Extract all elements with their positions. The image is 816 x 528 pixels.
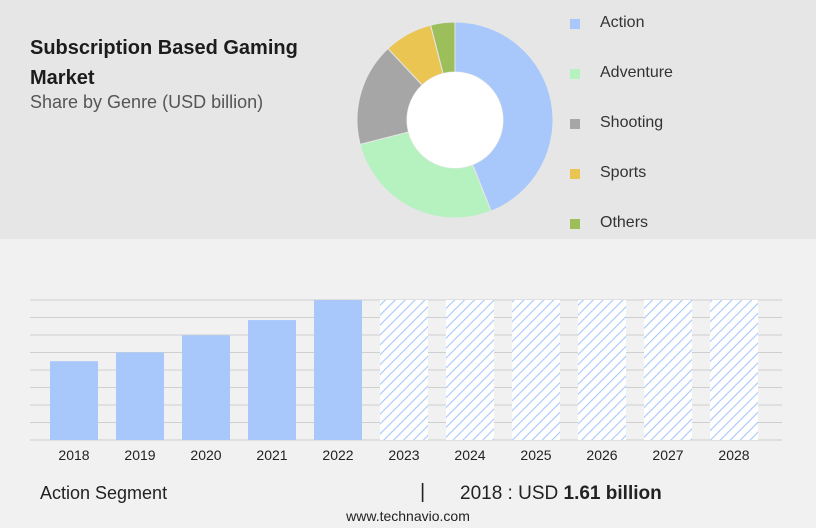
x-tick-label: 2018	[58, 447, 89, 463]
stat-value: 1.61 billion	[563, 483, 662, 504]
legend-item-action: Action	[570, 10, 673, 60]
legend: Action Adventure Shooting Sports Others	[570, 10, 673, 260]
donut-hole	[407, 72, 503, 168]
x-tick-label: 2026	[586, 447, 617, 463]
stat-prefix: 2018 : USD	[460, 483, 559, 504]
x-tick-label: 2021	[256, 447, 287, 463]
legend-swatch	[570, 219, 580, 229]
legend-swatch	[570, 69, 580, 79]
legend-label: Others	[600, 214, 649, 231]
x-tick-label: 2024	[454, 447, 485, 463]
bar-2022	[314, 300, 362, 440]
x-tick-label: 2022	[322, 447, 353, 463]
donut-chart	[356, 21, 554, 219]
legend-swatch	[570, 169, 580, 179]
footer-divider: |	[420, 481, 426, 503]
legend-swatch	[570, 19, 580, 29]
legend-item-sports: Sports	[570, 160, 673, 210]
source-url[interactable]: www.technavio.com	[346, 508, 470, 524]
x-tick-label: 2020	[190, 447, 221, 463]
bar-chart: 2018 2019 2020 2021 2022 2023 2024 2025 2026 2027…	[30, 299, 782, 463]
x-tick-label: 2019	[124, 447, 155, 463]
legend-label: Action	[600, 14, 645, 31]
legend-label: Adventure	[600, 64, 673, 81]
segment-stat: 2018 : USD 1.61 billion	[460, 483, 662, 505]
forecast-bar-2028	[710, 300, 758, 440]
bar-2018	[50, 361, 98, 440]
legend-item-shooting: Shooting	[570, 110, 673, 160]
forecast-bar-2023	[380, 300, 428, 440]
forecast-bar-2026	[578, 300, 626, 440]
bar-2020	[182, 335, 230, 440]
x-tick-label: 2027	[652, 447, 683, 463]
chart-title: Subscription Based Gaming Market	[30, 37, 298, 89]
forecast-bar-2027	[644, 300, 692, 440]
legend-item-others: Others	[570, 210, 673, 260]
x-tick-label: 2025	[520, 447, 551, 463]
bar-2019	[116, 352, 164, 440]
legend-label: Sports	[600, 164, 647, 181]
segment-label: Action Segment	[40, 483, 168, 503]
forecast-bar-2025	[512, 300, 560, 440]
x-tick-label: 2023	[388, 447, 419, 463]
bar-2021	[248, 320, 296, 440]
legend-item-adventure: Adventure	[570, 60, 673, 110]
legend-swatch	[570, 119, 580, 129]
chart-subtitle: Share by Genre (USD billion)	[30, 92, 264, 112]
x-tick-label: 2028	[718, 447, 749, 463]
legend-label: Shooting	[600, 114, 664, 131]
forecast-bar-2024	[446, 300, 494, 440]
